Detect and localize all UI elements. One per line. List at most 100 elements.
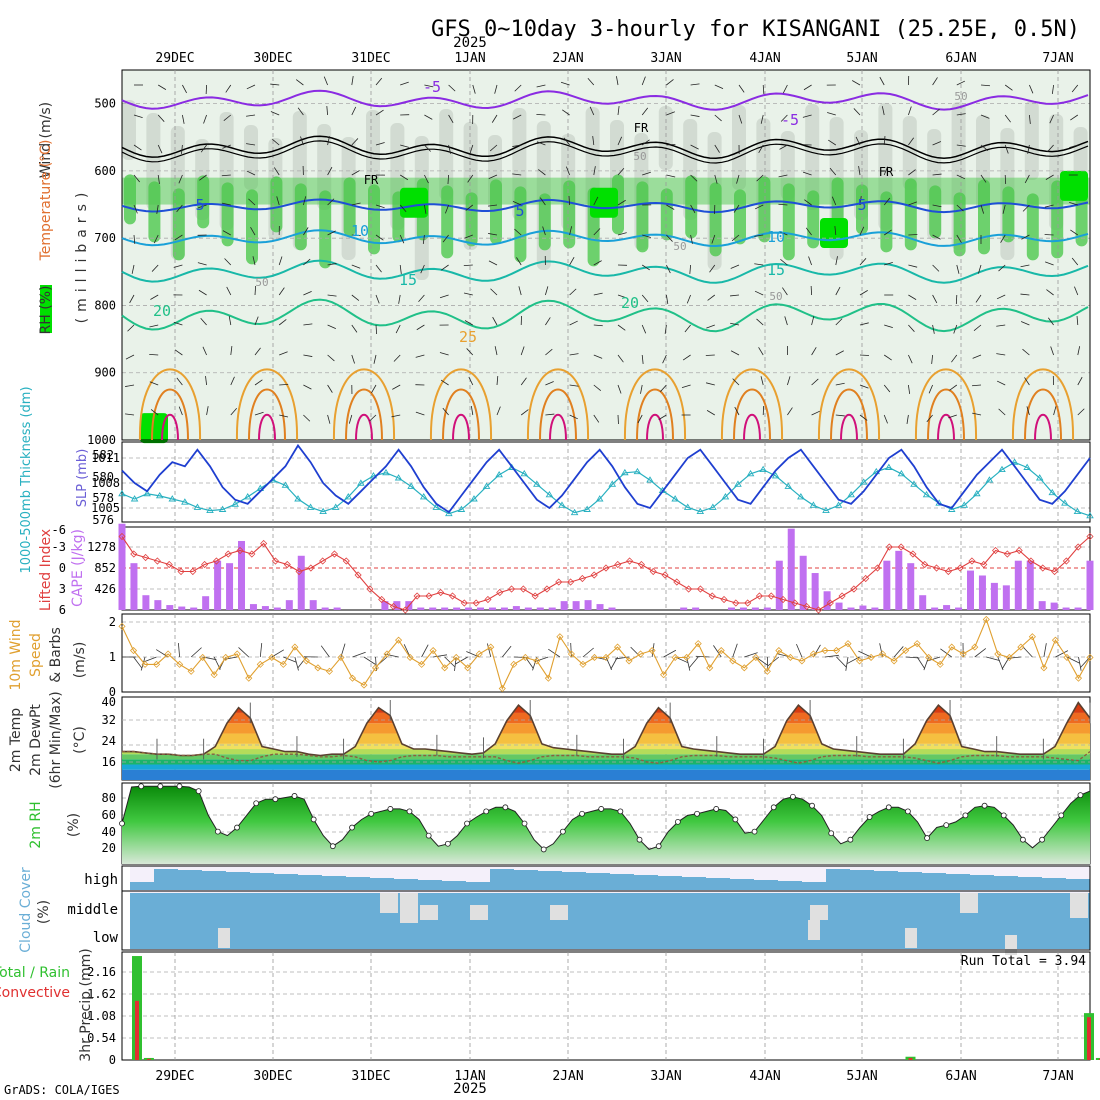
wind-barb xyxy=(157,84,167,90)
wind-barb xyxy=(883,384,891,393)
rh2m-point xyxy=(636,836,643,843)
wind10-point xyxy=(602,653,610,662)
contour-25 xyxy=(332,368,396,441)
wind-barb xyxy=(835,286,841,296)
cloud-high-block xyxy=(370,878,394,890)
wind-barb xyxy=(149,381,159,386)
thickness-point xyxy=(885,463,893,470)
wind10-barb xyxy=(1055,650,1069,658)
thickness-point xyxy=(595,495,604,502)
rh2m-point xyxy=(272,796,279,803)
rh2m-point xyxy=(502,804,509,811)
wind-barb xyxy=(805,227,812,236)
wind-barb xyxy=(369,414,377,422)
wind10-point xyxy=(118,622,126,630)
cape-bar xyxy=(118,523,126,610)
rh-shade-green xyxy=(319,190,332,269)
wind-barb xyxy=(1045,174,1054,180)
wind-barb xyxy=(1020,321,1030,326)
precip-tick-1: 1.62 xyxy=(87,987,116,1001)
wind-barb xyxy=(254,316,259,326)
wind-barb xyxy=(932,173,942,176)
wind-barb xyxy=(730,322,740,326)
bottom-date-6JAN: 6JAN xyxy=(945,1069,976,1084)
rh2m-point xyxy=(1020,836,1026,843)
wind-barb xyxy=(536,84,546,88)
wind-barb xyxy=(616,76,619,86)
li-point xyxy=(956,564,964,572)
wind-barb xyxy=(351,138,359,146)
cape-bar xyxy=(429,607,437,610)
thickness-point xyxy=(281,481,290,488)
wind10-point xyxy=(671,653,679,662)
thickness-point xyxy=(168,495,177,502)
wind-barb xyxy=(198,289,207,296)
cloud-high-block xyxy=(346,877,370,890)
wind-barb xyxy=(248,198,256,206)
wind-barb xyxy=(439,352,449,356)
wind10-point xyxy=(153,660,161,668)
wind-barb xyxy=(561,109,570,116)
wind-barb xyxy=(1070,114,1079,121)
cape-bar xyxy=(572,601,580,610)
wind-barb xyxy=(973,324,982,331)
wind-barb xyxy=(859,226,865,236)
cape-bar xyxy=(680,607,688,610)
wind10-barb xyxy=(845,656,849,671)
wind10-barb xyxy=(713,645,722,658)
wind-barb xyxy=(971,384,982,387)
rh2m-point xyxy=(1077,792,1084,799)
wind10-point xyxy=(337,653,345,662)
temp-tick-2: 24 xyxy=(102,734,116,748)
contour-35 xyxy=(258,413,276,441)
wind-barb xyxy=(975,294,982,303)
wind-barb xyxy=(176,377,183,386)
precip-conv-bar xyxy=(908,1057,913,1060)
wind-barb xyxy=(1027,144,1030,154)
precip-tick-0: 2.16 xyxy=(87,965,116,979)
wind-barb xyxy=(181,144,183,154)
rh2m-point xyxy=(310,816,317,823)
wind-barb xyxy=(351,324,358,333)
bottom-date-5JAN: 5JAN xyxy=(846,1069,877,1084)
thickness-point xyxy=(155,491,164,499)
cloud-clear-gap xyxy=(420,905,438,920)
contour-freezing-2 xyxy=(121,140,1089,164)
wind-barb xyxy=(327,198,335,206)
cloud-high-block xyxy=(202,871,226,890)
wind-barb xyxy=(641,107,649,116)
li-point xyxy=(685,585,693,593)
wind10-point xyxy=(452,653,460,662)
precip-label-2: Convective xyxy=(0,985,70,1001)
wind-barb xyxy=(125,413,135,416)
wind-barb xyxy=(560,81,570,86)
wind10-point xyxy=(187,667,195,675)
dewpoint-line xyxy=(122,750,1091,764)
wind-barb xyxy=(225,84,232,93)
wind-barb xyxy=(442,234,449,243)
wind-barb xyxy=(197,262,207,266)
wind10-barb xyxy=(283,656,297,663)
wind-barb xyxy=(278,319,287,326)
cloud-high-block xyxy=(778,881,802,890)
li-point xyxy=(177,567,185,576)
li-tick-1: -3 xyxy=(52,540,66,554)
wind10-barb xyxy=(605,656,613,670)
wind-barb xyxy=(375,264,382,273)
wind-barb xyxy=(303,227,309,236)
cape-bar xyxy=(1038,601,1046,610)
wind-barb xyxy=(178,174,183,184)
wind-barb xyxy=(948,414,957,419)
wind-barb xyxy=(1044,204,1054,208)
wind-barb xyxy=(157,114,165,122)
thickness-point xyxy=(771,472,780,479)
wind-barb xyxy=(733,204,740,213)
li-point xyxy=(460,599,468,607)
cape-label-li: Lifted Index xyxy=(38,529,54,611)
wind10-barb xyxy=(501,645,512,658)
wind10-point xyxy=(406,653,414,662)
thickness-point xyxy=(394,474,403,481)
rh-shade-saturated xyxy=(400,187,428,218)
wind-barb xyxy=(371,384,377,393)
li-point xyxy=(1015,546,1023,555)
